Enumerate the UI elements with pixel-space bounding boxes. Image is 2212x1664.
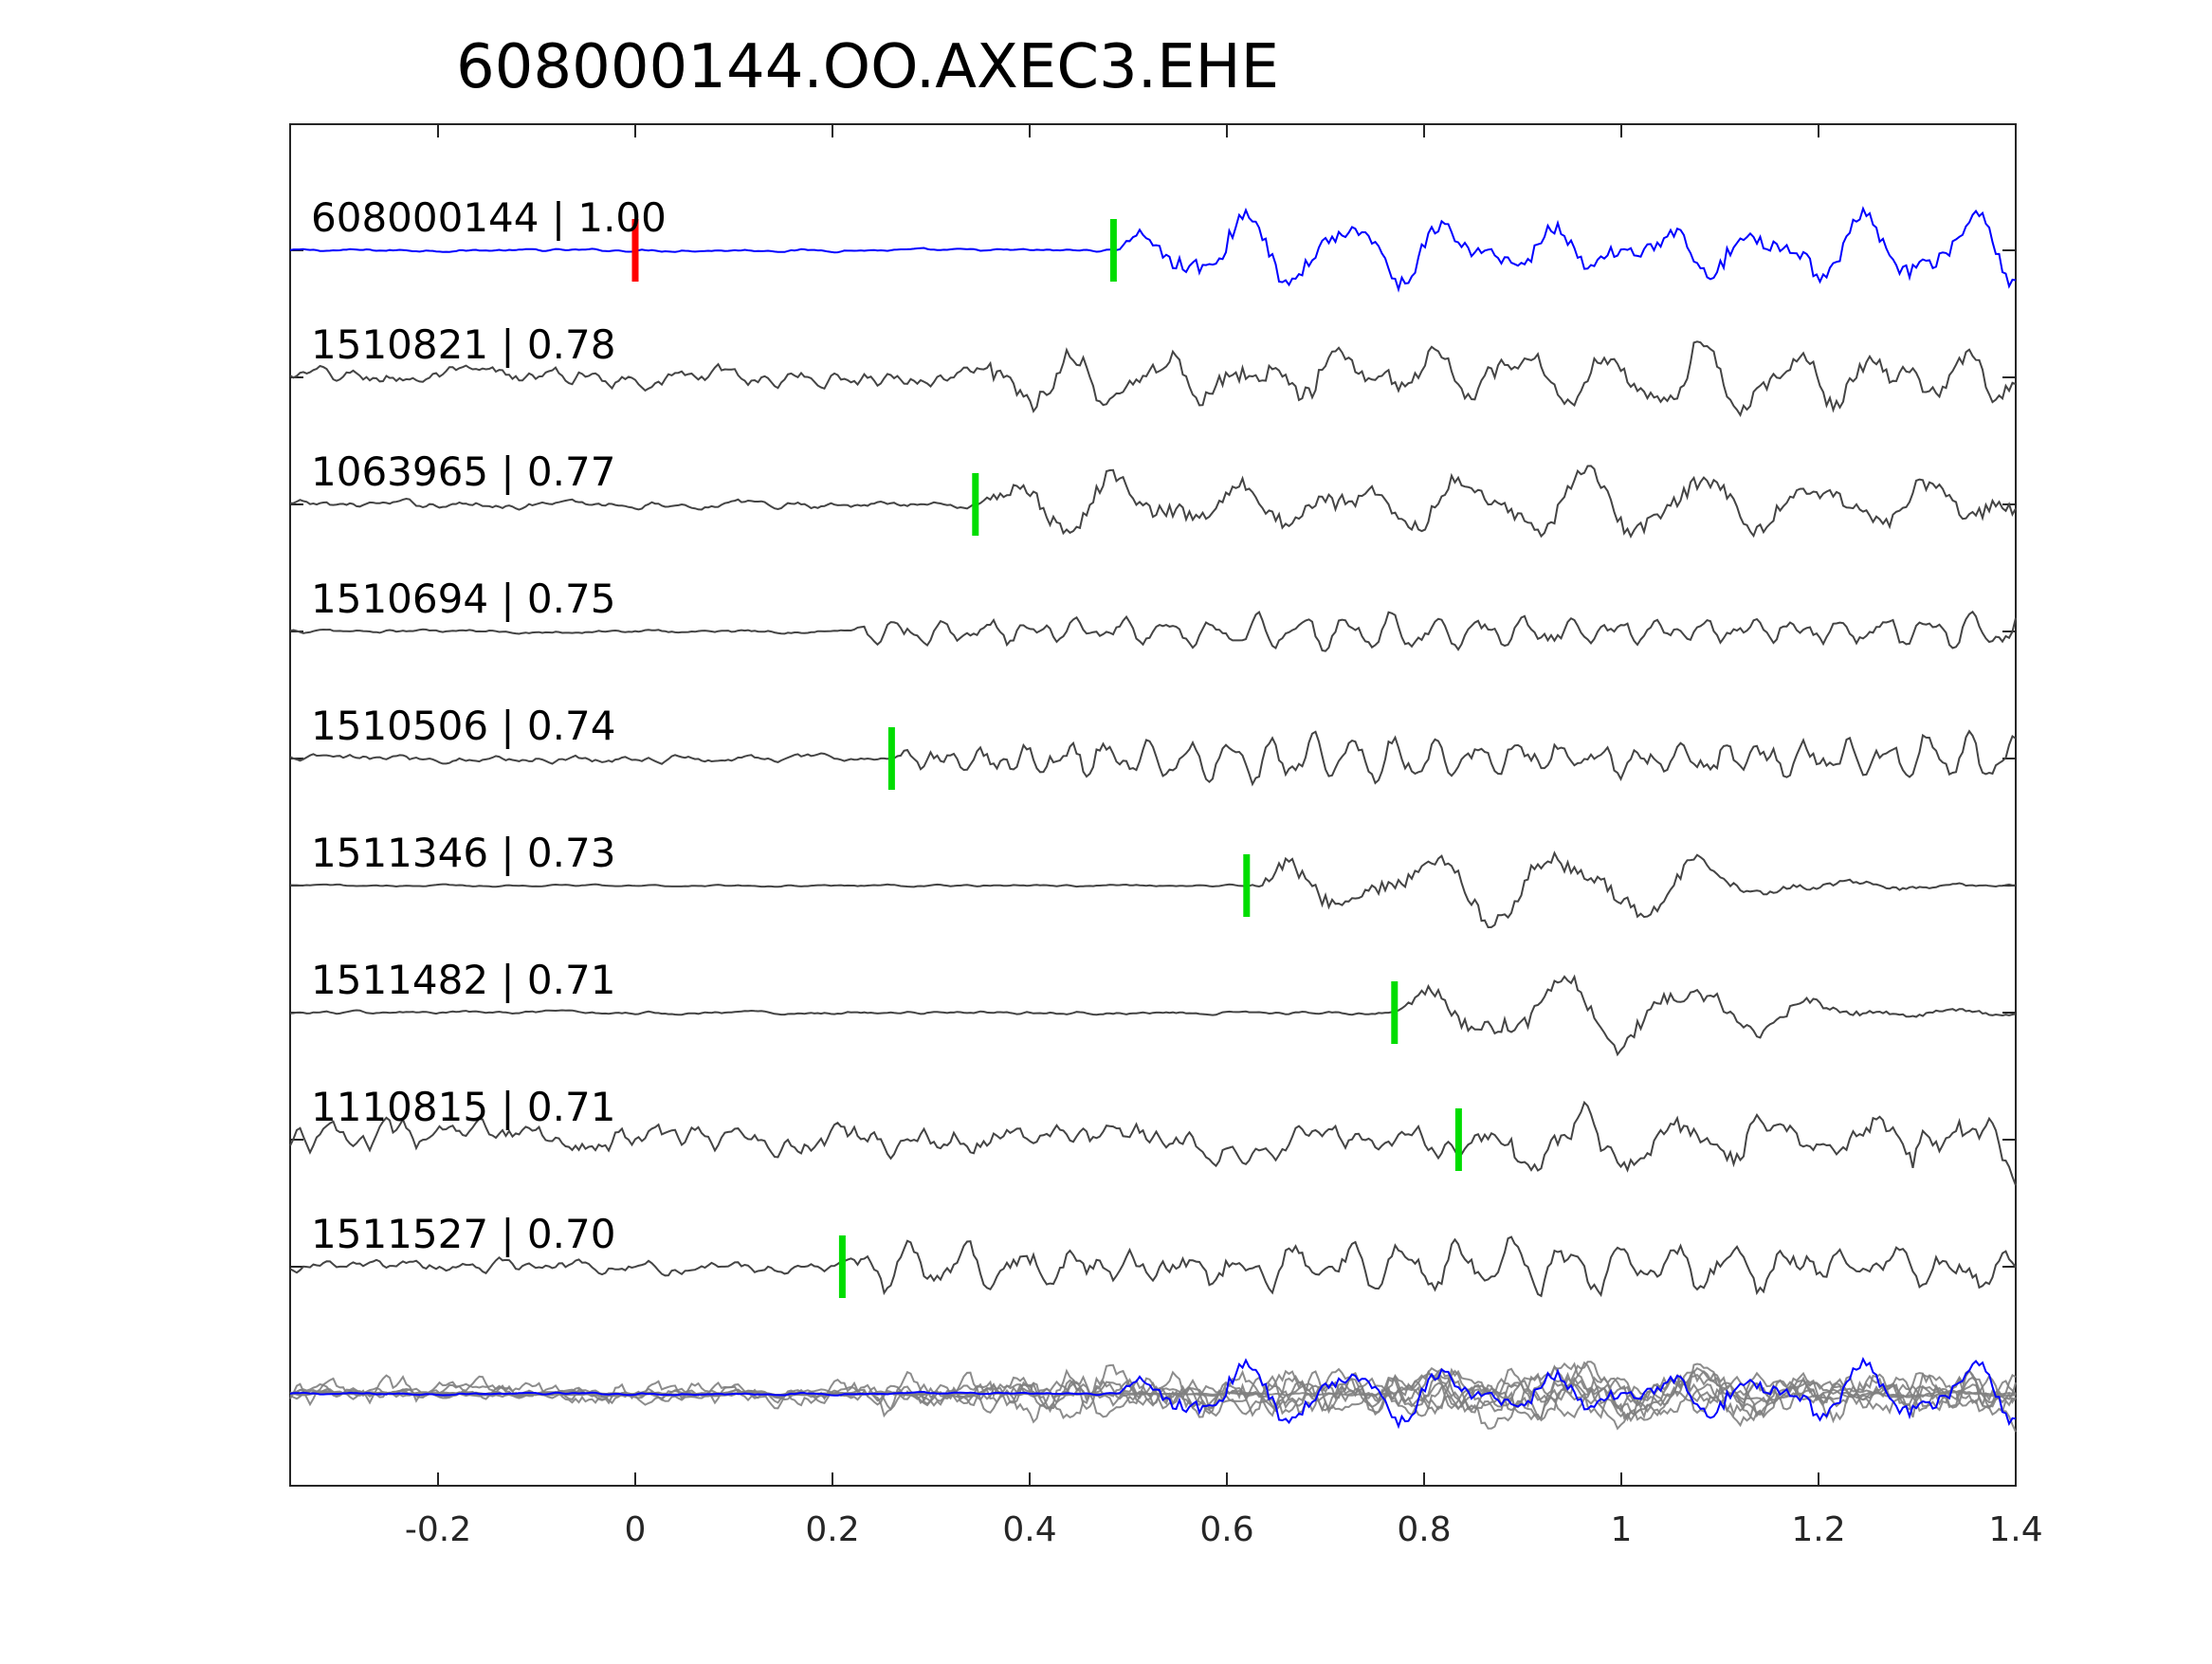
trace-line-1510821	[289, 340, 2017, 417]
trace-labels: 608000144 | 1.00 1510821 | 0.78 1063965 | …	[311, 194, 667, 1257]
overlay-panel	[289, 1356, 2017, 1433]
plot-frame	[289, 123, 2017, 1487]
overlay-line-1110815	[289, 1361, 2017, 1433]
x-tick-label: -0.2	[405, 1510, 471, 1549]
trace-stack	[289, 206, 2017, 1298]
x-tick-label: 1	[1611, 1510, 1633, 1549]
x-tick-label: 0.4	[1002, 1510, 1056, 1549]
trace-label-1511482: 1511482 | 0.71	[311, 957, 615, 1003]
trace-line-1110815	[289, 1100, 2017, 1186]
trace-line-1510506	[289, 729, 2017, 787]
chart-title: 608000144.OO.AXEC3.EHE	[456, 32, 1279, 102]
trace-line-1511527	[289, 1235, 2017, 1298]
trace-line-1510694	[289, 610, 2017, 652]
x-tick-label: 0.2	[805, 1510, 859, 1549]
x-tick-label: 0.8	[1397, 1510, 1451, 1549]
trace-line-1511346	[289, 850, 2017, 929]
trace-label-1510506: 1510506 | 0.74	[311, 703, 615, 749]
x-tick-label: 0.6	[1199, 1510, 1253, 1549]
x-tick-label: 1.4	[1988, 1510, 2042, 1549]
trace-label-1511346: 1511346 | 0.73	[311, 830, 615, 876]
x-axis: -0.2 0 0.2 0.4 0.6 0.8 1 1.2 1.4	[405, 124, 2043, 1549]
pick-markers	[631, 219, 1462, 1298]
trace-label-1063965: 1063965 | 0.77	[311, 448, 615, 495]
trace-label-1510821: 1510821 | 0.78	[311, 321, 615, 368]
trace-label-608000144: 608000144 | 1.00	[311, 194, 667, 241]
x-tick-label: 1.2	[1791, 1510, 1845, 1549]
x-tick-label: 0	[625, 1510, 647, 1549]
trace-label-1510694: 1510694 | 0.75	[311, 576, 615, 622]
trace-label-1511527: 1511527 | 0.70	[311, 1211, 615, 1257]
trace-line-1511482	[289, 974, 2017, 1057]
trace-line-608000144	[289, 206, 2017, 293]
overlay-line-608000144	[289, 1356, 2017, 1430]
trace-line-1063965	[289, 465, 2017, 539]
trace-label-1110815: 1110815 | 0.71	[311, 1084, 615, 1130]
overlay-line-1511527	[289, 1367, 2017, 1420]
